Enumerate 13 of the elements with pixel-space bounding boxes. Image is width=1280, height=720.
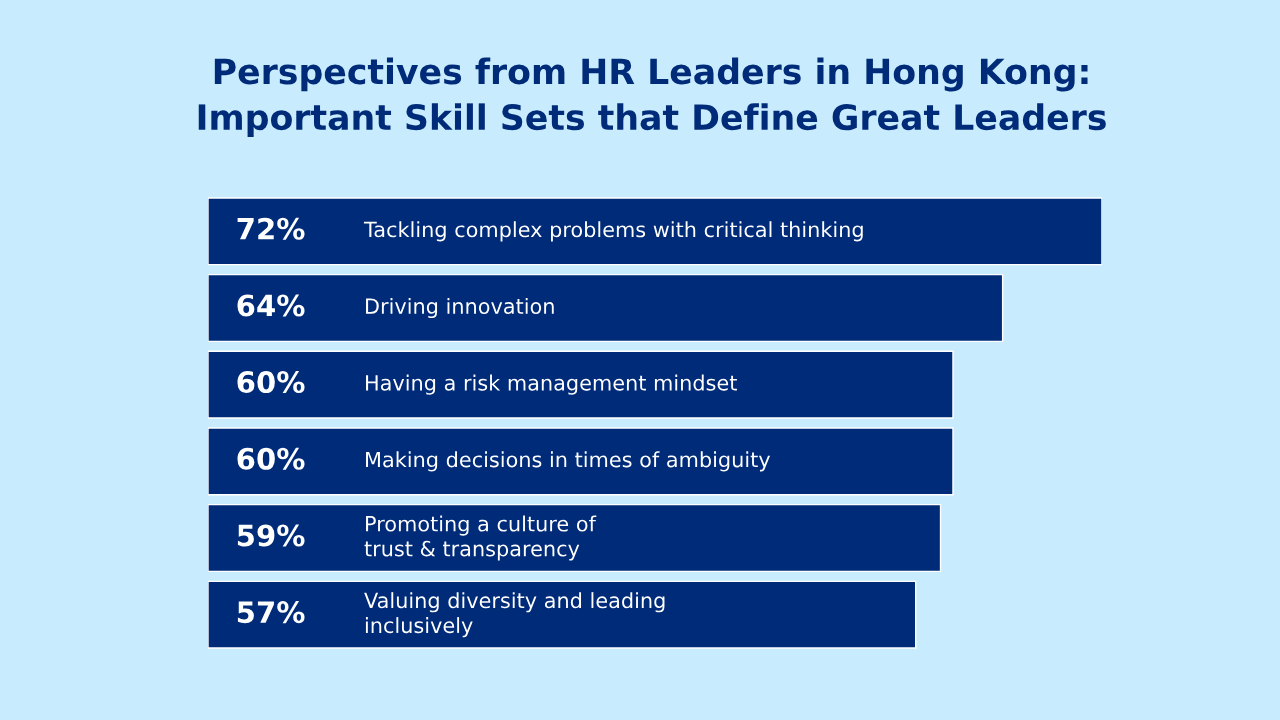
y-tick-label: Making decisions in times of ambiguity: [366, 451, 771, 472]
data-label: 57%: [237, 601, 305, 624]
y-tick-label: Valuing diversity and leading inclusively: [364, 592, 665, 638]
data-label: 64%: [237, 294, 305, 317]
chart-title: Perspectives from HR Leaders in Hong Kong: Important Skill Sets that Define Great Leaders: [198, 57, 1106, 137]
y-tick-label: Driving innovation: [366, 297, 554, 319]
y-tick-label: Promoting a culture of trust & transparency: [364, 515, 597, 561]
data-label: 72%: [237, 217, 305, 240]
y-tick-label: Having a risk management mindset: [366, 374, 737, 395]
data-label: 60%: [237, 447, 305, 470]
data-label: 59%: [237, 524, 305, 547]
data-label: 60%: [237, 371, 305, 394]
y-tick-label: Tackling complex problems with critical thinking: [363, 221, 863, 242]
